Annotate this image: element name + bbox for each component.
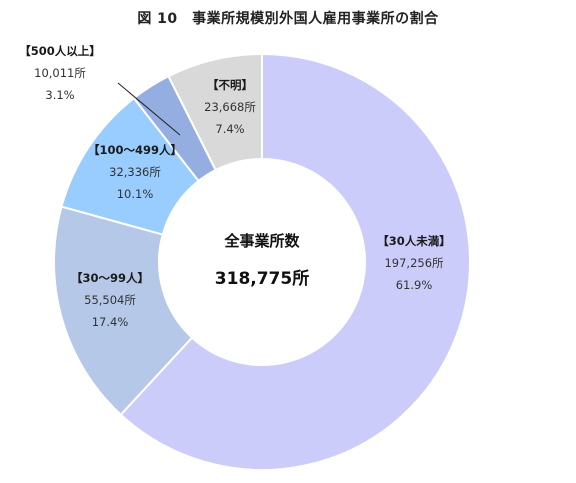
label-under-30-count: 197,256所 (384, 256, 444, 270)
slice-labels: 【30人未満】 197,256所 61.9% 【30～99人】 55,504所 17.4%… (19, 44, 451, 329)
label-500-plus-count: 10,011所 (34, 66, 86, 80)
leader-line-500-plus (117, 82, 181, 136)
center-total: 318,775所 (215, 269, 309, 289)
label-500-plus-name: 【500人以上】 (19, 44, 101, 58)
label-unknown-percent: 7.4% (215, 122, 244, 136)
slice-unknown (167, 52, 263, 172)
slice-under-30 (119, 52, 471, 471)
chart-title: 図 10 事業所規模別外国人雇用事業所の割合 (137, 11, 439, 27)
label-30-99-percent: 17.4% (92, 315, 129, 329)
center-label: 全事業所数 (223, 232, 300, 250)
label-unknown-name: 【不明】 (207, 78, 253, 92)
label-unknown-count: 23,668所 (204, 100, 256, 114)
label-under-30-name: 【30人未満】 (377, 234, 451, 248)
label-100-499-name: 【100～499人】 (88, 143, 182, 157)
label-500-plus-percent: 3.1% (45, 88, 74, 102)
label-100-499-count: 32,336所 (109, 165, 161, 179)
label-30-99-name: 【30～99人】 (71, 271, 149, 285)
label-under-30-percent: 61.9% (396, 278, 433, 292)
label-30-99-count: 55,504所 (84, 293, 136, 307)
donut-slices (53, 52, 471, 471)
slice-30-99 (53, 205, 194, 417)
label-100-499-percent: 10.1% (117, 187, 154, 201)
